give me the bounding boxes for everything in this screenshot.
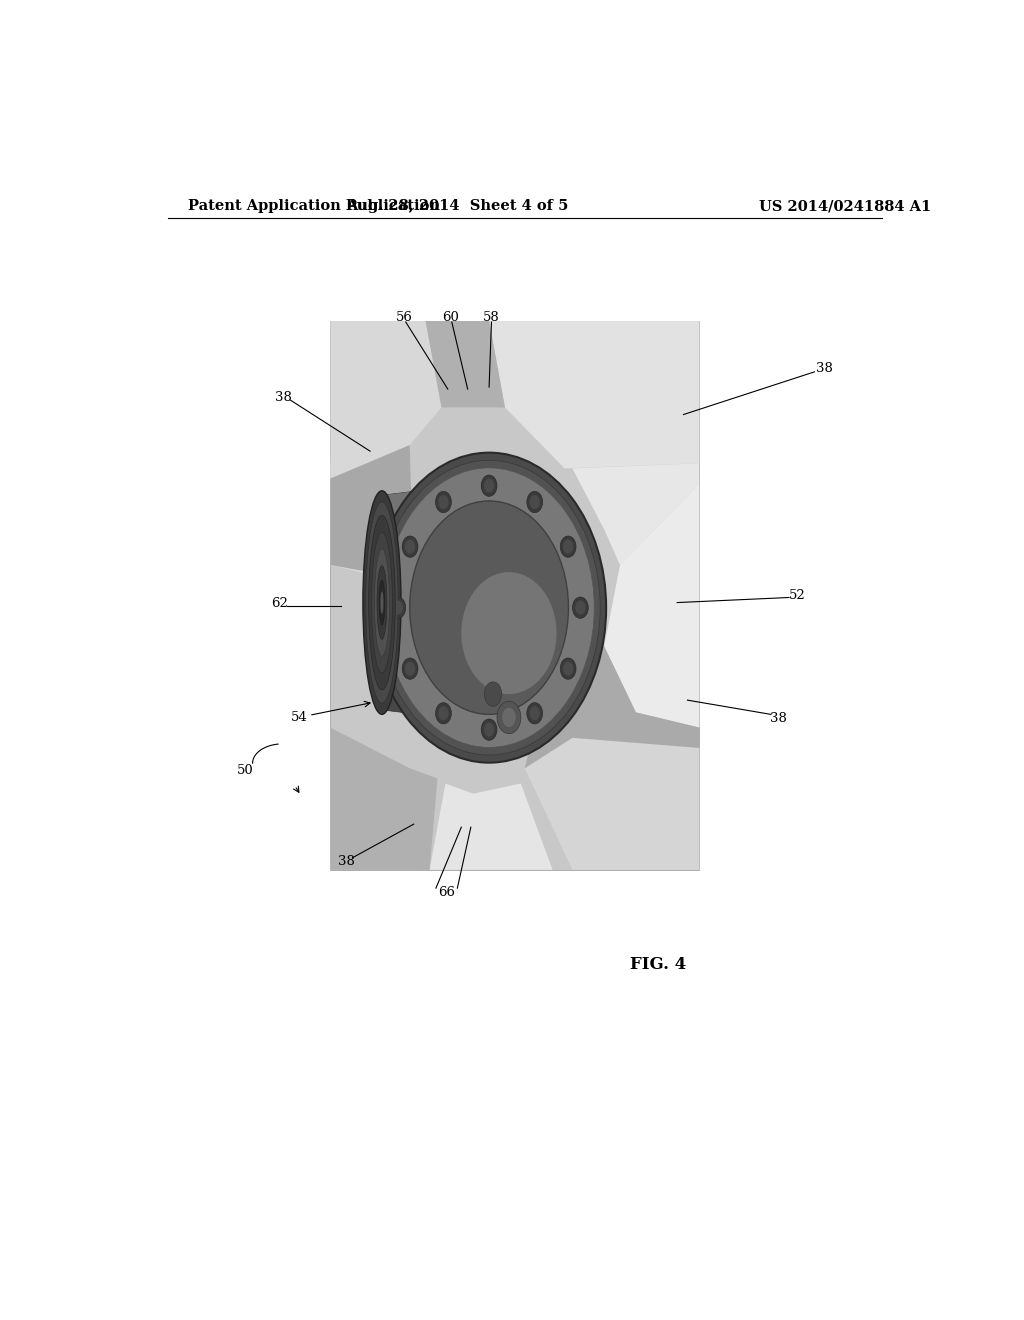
Ellipse shape	[379, 581, 385, 624]
Polygon shape	[524, 647, 699, 768]
Polygon shape	[572, 463, 699, 565]
Ellipse shape	[563, 661, 573, 676]
Ellipse shape	[563, 540, 573, 554]
Ellipse shape	[402, 657, 418, 680]
Ellipse shape	[362, 491, 401, 714]
Text: US 2014/0241884 A1: US 2014/0241884 A1	[759, 199, 931, 213]
Text: 58: 58	[483, 312, 500, 325]
Text: 52: 52	[788, 589, 806, 602]
Polygon shape	[430, 784, 553, 870]
Polygon shape	[331, 727, 437, 870]
Ellipse shape	[377, 566, 387, 639]
Ellipse shape	[462, 572, 557, 694]
Polygon shape	[489, 321, 699, 469]
Ellipse shape	[435, 491, 452, 512]
Ellipse shape	[378, 461, 600, 755]
Ellipse shape	[529, 706, 540, 721]
Ellipse shape	[372, 453, 606, 763]
Text: 38: 38	[816, 362, 834, 375]
Text: 66: 66	[438, 886, 456, 899]
Text: 60: 60	[442, 312, 460, 325]
Ellipse shape	[394, 499, 480, 706]
Ellipse shape	[572, 597, 589, 618]
Ellipse shape	[404, 540, 415, 554]
Polygon shape	[331, 727, 437, 870]
FancyBboxPatch shape	[331, 321, 699, 870]
Ellipse shape	[381, 591, 383, 614]
Ellipse shape	[526, 491, 543, 512]
Ellipse shape	[497, 701, 521, 734]
Ellipse shape	[575, 601, 586, 615]
Ellipse shape	[390, 597, 406, 618]
Text: 38: 38	[770, 711, 787, 725]
Text: 38: 38	[338, 855, 354, 869]
Ellipse shape	[484, 479, 495, 492]
Ellipse shape	[402, 536, 418, 557]
Ellipse shape	[410, 500, 568, 714]
Ellipse shape	[484, 682, 502, 706]
Polygon shape	[331, 445, 414, 581]
Ellipse shape	[481, 719, 497, 741]
Polygon shape	[382, 484, 465, 721]
Polygon shape	[604, 483, 699, 727]
Ellipse shape	[375, 549, 389, 656]
Text: 54: 54	[291, 711, 308, 723]
Ellipse shape	[438, 706, 449, 721]
Ellipse shape	[484, 722, 495, 737]
Polygon shape	[331, 321, 441, 479]
Text: FIG. 4: FIG. 4	[631, 956, 687, 973]
Ellipse shape	[392, 601, 403, 615]
Ellipse shape	[369, 515, 395, 690]
Ellipse shape	[435, 702, 452, 723]
Ellipse shape	[438, 495, 449, 510]
Polygon shape	[331, 444, 414, 585]
Polygon shape	[524, 738, 699, 870]
Text: Aug. 28, 2014  Sheet 4 of 5: Aug. 28, 2014 Sheet 4 of 5	[346, 199, 568, 213]
Text: 56: 56	[395, 312, 413, 325]
Ellipse shape	[481, 475, 497, 496]
Text: Patent Application Publication: Patent Application Publication	[187, 199, 439, 213]
Ellipse shape	[366, 502, 398, 704]
Text: 62: 62	[271, 597, 288, 610]
Polygon shape	[426, 321, 505, 408]
Ellipse shape	[372, 532, 392, 673]
Ellipse shape	[560, 657, 577, 680]
Ellipse shape	[404, 661, 415, 676]
Ellipse shape	[502, 708, 516, 727]
Polygon shape	[382, 689, 465, 721]
Polygon shape	[382, 484, 465, 524]
Text: 50: 50	[238, 764, 254, 776]
Text: 38: 38	[275, 391, 292, 404]
Ellipse shape	[560, 536, 577, 557]
Ellipse shape	[529, 495, 540, 510]
Ellipse shape	[526, 702, 543, 723]
Ellipse shape	[384, 467, 594, 747]
